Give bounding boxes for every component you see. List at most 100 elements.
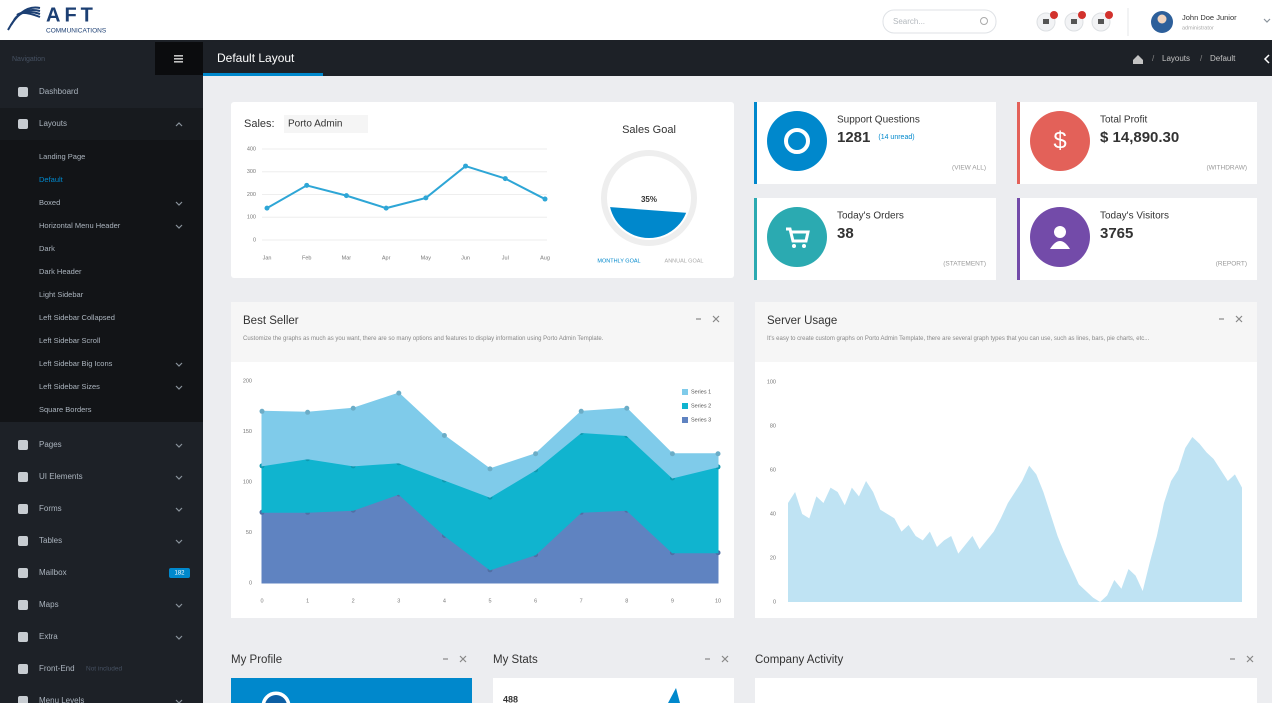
stat-value: 38 xyxy=(837,225,854,242)
stats-panel xyxy=(493,678,734,703)
stat-value: $ 14,890.30 xyxy=(1100,129,1179,146)
notification-glyph xyxy=(1043,19,1049,24)
area-point xyxy=(259,408,265,414)
chevron xyxy=(1263,18,1271,23)
stat-icon-glyph xyxy=(1050,241,1070,249)
stat-link[interactable]: (WITHDRAW) xyxy=(1206,165,1247,172)
panel-description: It's easy to create custom graphs on Por… xyxy=(767,336,1150,342)
stat-title: Today's Visitors xyxy=(1100,211,1169,222)
area-point xyxy=(396,390,402,396)
sales-label: Sales: xyxy=(244,118,275,130)
area-point xyxy=(533,451,539,457)
panel-title: Company Activity xyxy=(755,654,843,666)
logo-swoosh xyxy=(16,11,41,18)
stat-note[interactable]: (14 unread) xyxy=(878,134,914,141)
stat-value: 3765 xyxy=(1100,225,1133,242)
panel-close[interactable] xyxy=(1246,655,1254,663)
logo xyxy=(7,6,41,31)
panel-close[interactable] xyxy=(712,315,720,323)
nav-item[interactable]: Menu Levels xyxy=(39,696,84,703)
y-tick-label: 0 xyxy=(253,237,256,243)
y-tick-label: 20 xyxy=(770,555,776,561)
stat-link[interactable]: (STATEMENT) xyxy=(943,261,986,268)
nav-item[interactable]: Layouts xyxy=(39,119,67,128)
submenu-item[interactable]: Left Sidebar Sizes xyxy=(39,382,100,391)
goal-tab[interactable]: ANNUAL GOAL xyxy=(665,258,704,264)
chevron xyxy=(175,122,183,127)
sales-selector[interactable]: Porto Admin xyxy=(288,119,342,130)
submenu-item[interactable]: Default xyxy=(39,175,64,184)
goal-title: Sales Goal xyxy=(622,124,676,136)
chevron xyxy=(175,443,183,448)
submenu-item[interactable]: Dark Header xyxy=(39,267,82,276)
nav-icon xyxy=(18,536,28,546)
x-tick-label: Feb xyxy=(302,255,311,261)
submenu-bg xyxy=(0,140,203,422)
submenu-item[interactable]: Left Sidebar Collapsed xyxy=(39,313,115,322)
submenu-item[interactable]: Horizontal Menu Header xyxy=(39,221,121,230)
nav-icon xyxy=(18,632,28,642)
legend-swatch xyxy=(682,403,688,409)
nav-icon xyxy=(18,600,28,610)
goal-tab[interactable]: MONTHLY GOAL xyxy=(597,258,640,264)
panel-close[interactable] xyxy=(721,655,729,663)
breadcrumb-item[interactable]: Layouts xyxy=(1162,54,1190,63)
breadcrumb-item[interactable]: Default xyxy=(1210,54,1236,63)
stat-icon xyxy=(767,111,827,171)
nav-item[interactable]: Mailbox xyxy=(39,568,67,577)
area-point xyxy=(487,466,493,472)
submenu-item[interactable]: Dark xyxy=(39,244,55,253)
x-tick-label: May xyxy=(421,255,432,261)
y-tick-label: 60 xyxy=(770,467,776,473)
sales-selector-bg[interactable] xyxy=(284,115,368,133)
stat-link[interactable]: (REPORT) xyxy=(1216,261,1247,268)
chevron xyxy=(175,385,183,390)
area-series xyxy=(261,392,719,498)
submenu-item[interactable]: Boxed xyxy=(39,198,60,207)
panel-close[interactable] xyxy=(1235,315,1243,323)
nav-item[interactable]: Pages xyxy=(39,440,62,449)
nav-badge: 182 xyxy=(174,571,185,577)
panel-title: My Stats xyxy=(493,654,538,666)
nav-item[interactable]: Extra xyxy=(39,632,58,641)
x-tick-label: Mar xyxy=(342,255,352,261)
stat-icon-glyph xyxy=(802,244,806,248)
legend-swatch xyxy=(682,417,688,423)
y-tick-label: 100 xyxy=(243,479,252,485)
y-tick-label: 150 xyxy=(243,429,252,435)
search-box[interactable] xyxy=(882,9,997,34)
server-area xyxy=(788,437,1242,602)
gauge-value: 35% xyxy=(641,195,657,204)
panel-close[interactable] xyxy=(459,655,467,663)
nav-item[interactable]: UI Elements xyxy=(39,472,83,481)
nav-icon xyxy=(18,504,28,514)
nav-item[interactable]: Maps xyxy=(39,600,59,609)
stat-link[interactable]: (VIEW ALL) xyxy=(952,165,986,172)
nav-item[interactable]: Dashboard xyxy=(39,87,78,96)
panel-title: Best Seller xyxy=(243,315,299,327)
nav-item[interactable]: Forms xyxy=(39,504,62,513)
nav-icon xyxy=(18,440,28,450)
nav-item[interactable]: Tables xyxy=(39,536,62,545)
submenu-item[interactable]: Square Borders xyxy=(39,405,92,414)
submenu-item[interactable]: Light Sidebar xyxy=(39,290,84,299)
sidebar-right-toggle[interactable] xyxy=(1263,54,1270,64)
submenu-item[interactable]: Left Sidebar Scroll xyxy=(39,336,101,345)
page-title-underline xyxy=(203,73,323,76)
stats-spark xyxy=(668,688,680,703)
submenu-item[interactable]: Landing Page xyxy=(39,152,85,161)
nav-icon xyxy=(18,119,28,129)
gauge-fill xyxy=(609,207,689,238)
area-point xyxy=(669,451,675,457)
y-tick-label: 100 xyxy=(767,379,776,385)
header-bg xyxy=(0,0,1272,42)
submenu-item[interactable]: Left Sidebar Big Icons xyxy=(39,359,113,368)
stats-value: 488 xyxy=(503,694,518,703)
nav-item[interactable]: Front-End xyxy=(39,664,75,673)
stat-card-accent xyxy=(754,198,757,280)
breadcrumb-separator: / xyxy=(1152,54,1155,63)
breadcrumb-home[interactable] xyxy=(1133,55,1143,64)
y-tick-label: 0 xyxy=(249,580,252,586)
chevron xyxy=(175,224,183,229)
